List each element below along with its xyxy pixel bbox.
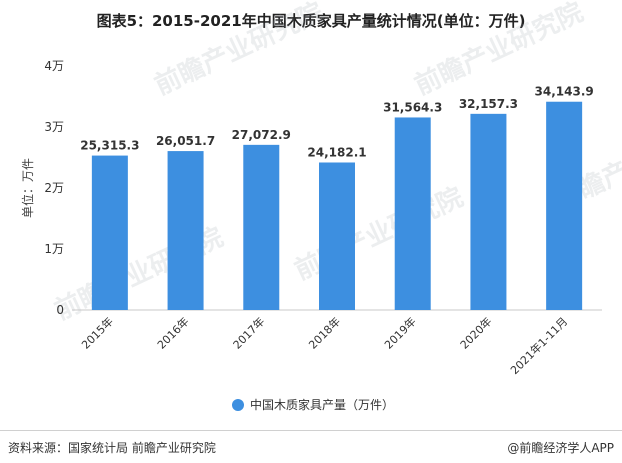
footer: 资料来源：国家统计局 前瞻产业研究院 @前瞻经济学人APP bbox=[0, 430, 622, 463]
bar bbox=[470, 113, 507, 310]
y-tick-label: 1万 bbox=[44, 242, 64, 256]
x-tick-label: 2017年 bbox=[230, 314, 267, 351]
x-tick-label: 2019年 bbox=[381, 314, 418, 351]
data-label: 25,315.3 bbox=[80, 139, 139, 153]
x-tick-label: 2018年 bbox=[306, 314, 343, 351]
source-note: 资料来源：国家统计局 前瞻产业研究院 bbox=[8, 441, 216, 455]
x-tick-label: 2020年 bbox=[457, 314, 494, 351]
bar-chart: 前瞻产业研究院 前瞻产业研究院前瞻产业研究院前瞻产业研究院前瞻产业研究院01万2万… bbox=[20, 0, 622, 412]
x-tick-label: 2021年1-11月 bbox=[507, 314, 570, 377]
watermark: 前瞻产业研究院 bbox=[290, 181, 468, 286]
y-tick-label: 3万 bbox=[44, 120, 64, 134]
bar bbox=[546, 101, 583, 311]
watermark: 前瞻产业研究院 bbox=[150, 0, 328, 101]
brand-label: @前瞻经济学人APP bbox=[507, 441, 614, 455]
x-tick-label: 2015年 bbox=[79, 314, 116, 351]
bar bbox=[319, 162, 355, 310]
bar bbox=[167, 151, 204, 310]
data-label: 27,072.9 bbox=[232, 128, 291, 142]
data-label: 32,157.3 bbox=[459, 97, 518, 111]
bar bbox=[91, 155, 128, 310]
y-tick-label: 0 bbox=[56, 303, 64, 317]
x-tick-label: 2016年 bbox=[154, 314, 191, 351]
data-label: 31,564.3 bbox=[383, 100, 442, 114]
legend-marker bbox=[232, 399, 244, 411]
y-axis-title: 单位：万件 bbox=[20, 158, 35, 218]
data-label: 34,143.9 bbox=[535, 85, 594, 99]
y-tick-label: 2万 bbox=[44, 181, 64, 195]
data-label: 26,051.7 bbox=[156, 134, 215, 148]
legend-label: 中国木质家具产量（万件） bbox=[250, 397, 394, 412]
data-label: 24,182.1 bbox=[307, 145, 366, 159]
bar bbox=[394, 117, 431, 311]
y-tick-label: 4万 bbox=[44, 59, 64, 73]
bar bbox=[243, 144, 280, 310]
chart-title: 图表5：2015-2021年中国木质家具产量统计情况(单位：万件) bbox=[96, 12, 526, 30]
